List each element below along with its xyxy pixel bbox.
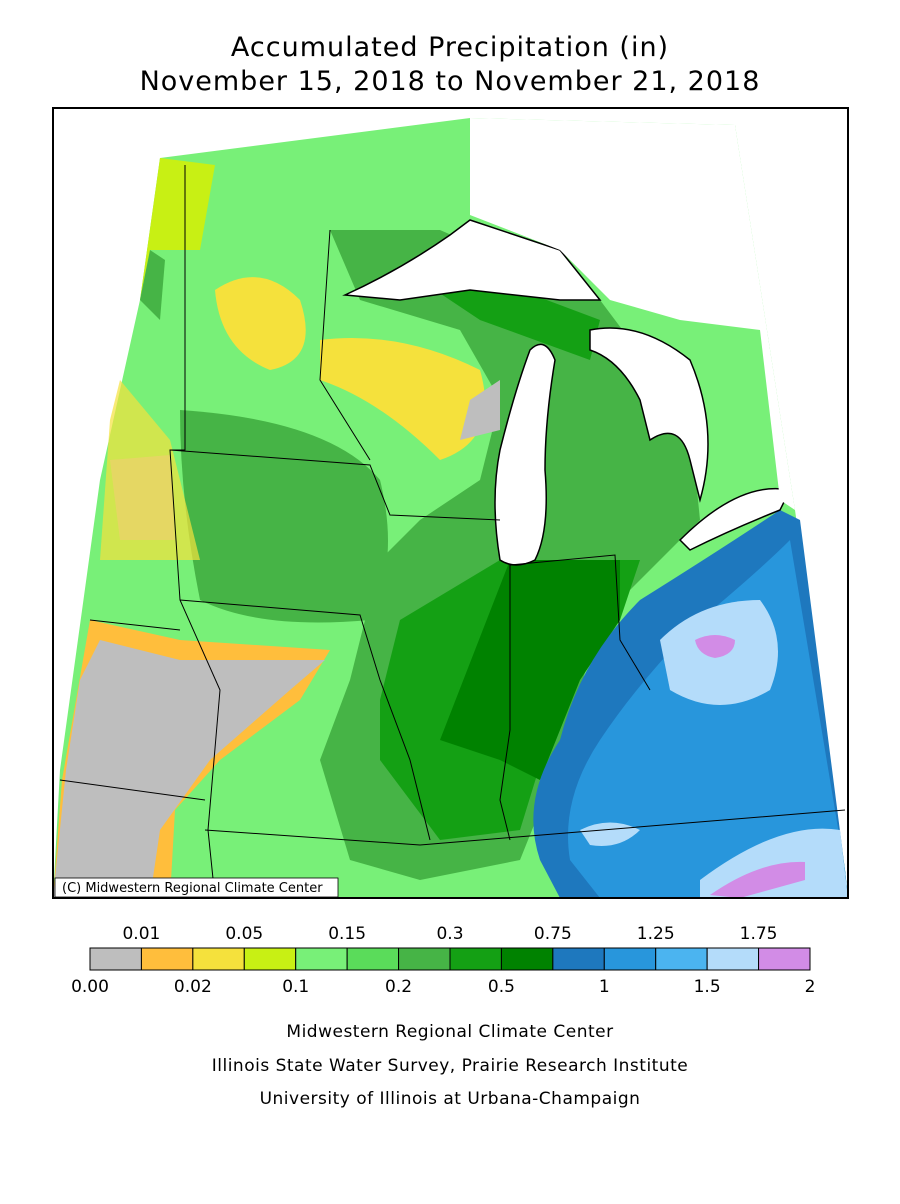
legend-swatch [192,947,245,971]
legend-swatch [603,947,657,971]
legend-swatch [140,947,194,971]
footer-line: Midwestern Regional Climate Center [286,1022,613,1042]
legend: 0.00 0.01 0.02 0.05 0.1 0.15 0.2 0.3 0.5 0.75 1 1.2… [71,924,815,997]
footer-line: University of Illinois at Urbana-Champai… [260,1089,641,1109]
legend-swatch [346,947,400,971]
legend-label: 0.15 [328,924,366,944]
legend-label: 1.75 [740,924,778,944]
legend-swatch [89,947,142,971]
footer-line: Illinois State Water Survey, Prairie Res… [212,1056,688,1076]
subtitle: November 15, 2018 to November 21, 2018 [140,66,761,97]
legend-label: 0.02 [174,977,212,997]
legend-swatch [655,947,708,971]
legend-swatch [758,947,811,971]
legend-label: 0.75 [534,924,572,944]
legend-swatch [449,947,502,971]
legend-label: 1.5 [694,977,721,997]
legend-label: 0.00 [71,977,109,997]
map-credit: (C) Midwestern Regional Climate Center [62,881,323,896]
title: Accumulated Precipitation (in) [231,32,669,63]
legend-swatch [243,947,297,971]
legend-label: 0.5 [488,977,515,997]
legend-label: 0.01 [122,924,160,944]
legend-swatch [552,947,605,971]
legend-label: 0.05 [225,924,263,944]
legend-label: 0.2 [385,977,412,997]
legend-swatch [398,947,451,971]
legend-label: 2 [805,977,816,997]
legend-swatch [295,947,348,971]
legend-label: 1.25 [637,924,675,944]
legend-swatch [706,947,760,971]
map: (C) Midwestern Regional Climate Center [52,107,849,899]
legend-swatch [500,947,554,971]
legend-label: 0.1 [282,977,309,997]
legend-label: 1 [599,977,610,997]
legend-label: 0.3 [436,924,463,944]
